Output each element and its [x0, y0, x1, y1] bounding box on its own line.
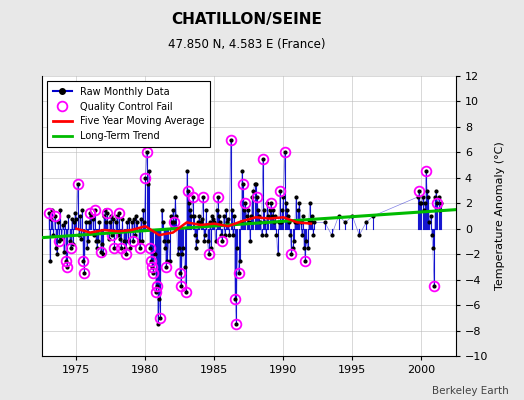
Text: CHATILLON/SEINE: CHATILLON/SEINE — [171, 12, 322, 27]
Text: 47.850 N, 4.583 E (France): 47.850 N, 4.583 E (France) — [168, 38, 325, 51]
Y-axis label: Temperature Anomaly (°C): Temperature Anomaly (°C) — [495, 142, 505, 290]
Legend: Raw Monthly Data, Quality Control Fail, Five Year Moving Average, Long-Term Tren: Raw Monthly Data, Quality Control Fail, … — [47, 81, 210, 147]
Text: Berkeley Earth: Berkeley Earth — [432, 386, 508, 396]
